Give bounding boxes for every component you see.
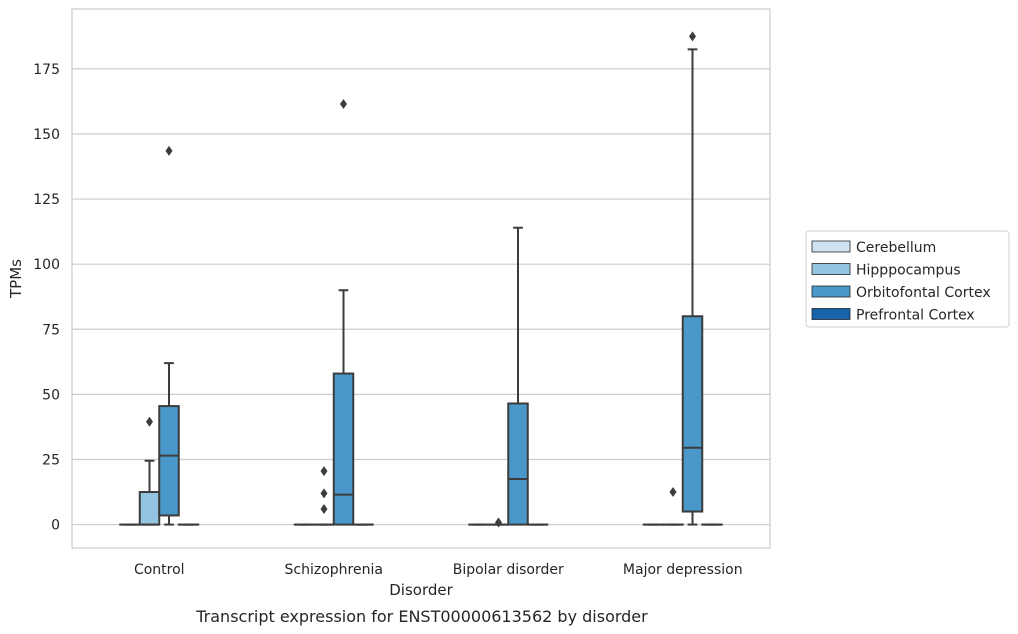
box-body — [138, 491, 161, 526]
box-body — [332, 372, 355, 526]
grid-lines — [72, 68, 770, 526]
outlier-point — [146, 416, 153, 427]
x-tick-label: Control — [134, 562, 185, 578]
outlier-point — [340, 99, 347, 110]
y-tick-label: 50 — [42, 387, 60, 403]
box-body — [507, 402, 529, 526]
legend: Cerebellum Hipppocampus Orbitofontal Corte… — [805, 230, 1010, 328]
x-tick-label: Bipolar disorder — [453, 562, 564, 578]
y-tick-labels: 0 25 50 75 100 125 150 175 — [33, 62, 60, 534]
y-axis-label: TPMs — [7, 259, 25, 299]
outlier-point — [165, 145, 173, 156]
y-tick-label: 0 — [51, 518, 60, 534]
box — [681, 31, 704, 526]
legend-swatch — [811, 263, 851, 275]
outlier-point — [320, 466, 328, 477]
outlier-point — [669, 487, 677, 498]
legend-label: Cerebellum — [856, 240, 936, 256]
box-layer — [119, 31, 723, 528]
y-tick-label: 150 — [33, 127, 60, 143]
x-axis-label: Disorder — [389, 581, 453, 599]
x-tick-label: Major depression — [623, 562, 743, 578]
legend-swatch — [811, 240, 851, 253]
outlier-point — [320, 488, 328, 499]
box — [313, 466, 335, 526]
chart-caption: Transcript expression for ENST0000061356… — [195, 607, 648, 626]
box — [487, 517, 510, 528]
legend-label: Hipppocampus — [856, 263, 961, 279]
box-body — [158, 405, 180, 517]
legend-frame — [805, 230, 1010, 328]
box — [507, 226, 529, 526]
outlier-point — [495, 517, 502, 528]
legend-item: Prefrontal Cortex — [811, 308, 975, 324]
box — [332, 99, 355, 526]
y-tick-label: 100 — [33, 257, 60, 273]
box — [158, 145, 180, 526]
outlier-point — [320, 503, 328, 514]
x-tick-labels: Control Schizophrenia Bipolar disorder Majo… — [134, 562, 743, 578]
y-tick-label: 125 — [33, 192, 60, 208]
legend-swatch — [811, 308, 851, 320]
legend-label: Orbitofontal Cortex — [856, 285, 991, 301]
box — [662, 487, 684, 526]
y-tick-label: 175 — [33, 62, 60, 78]
legend-swatch — [811, 285, 851, 298]
y-tick-label: 75 — [42, 322, 60, 338]
legend-item: Orbitofontal Cortex — [811, 285, 991, 301]
outlier-point — [689, 31, 696, 42]
box — [138, 416, 161, 526]
box-body — [681, 315, 704, 513]
x-tick-label: Schizophrenia — [285, 562, 383, 578]
legend-label: Prefrontal Cortex — [856, 308, 975, 324]
y-tick-label: 25 — [42, 452, 60, 468]
legend-item: Hipppocampus — [811, 263, 961, 279]
legend-item: Cerebellum — [811, 240, 936, 256]
plot-frame — [71, 8, 771, 549]
